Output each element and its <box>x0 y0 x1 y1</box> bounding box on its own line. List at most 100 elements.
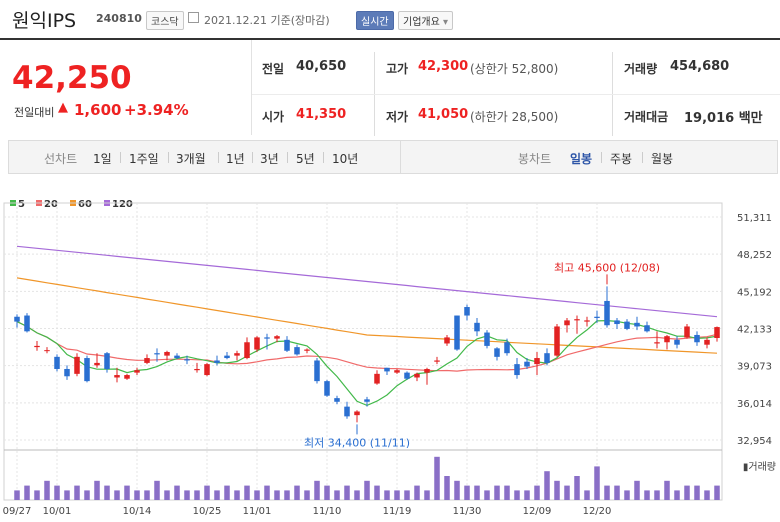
period-1w[interactable]: 1주일 <box>129 152 159 166</box>
volume-bar <box>164 490 170 500</box>
candle-body <box>274 336 280 339</box>
period-3y[interactable]: 3년 <box>260 152 279 166</box>
volume-bar <box>194 490 200 500</box>
candle-body <box>204 364 210 376</box>
candle-body <box>214 360 220 363</box>
high-label: 고가 <box>386 62 409 76</box>
candle-body <box>144 358 150 363</box>
volume-bar <box>514 490 520 500</box>
period-10y[interactable]: 10년 <box>332 152 359 166</box>
candle-body <box>654 342 660 344</box>
candle-body <box>404 372 410 379</box>
candle-body <box>364 399 370 402</box>
candle-body <box>554 326 560 356</box>
candle-body <box>474 322 480 332</box>
period-1d[interactable]: 1일 <box>93 152 112 166</box>
volume-bar <box>594 466 600 500</box>
candle-body <box>264 337 270 339</box>
line-chart-label: 선차트 <box>44 152 78 166</box>
y-tick-label: 39,073 <box>737 362 772 373</box>
low-label: 저가 <box>386 110 409 124</box>
candle-body <box>134 370 140 373</box>
candle-body <box>174 355 180 359</box>
candle-body <box>714 327 720 339</box>
x-tick-label: 12/09 <box>523 506 552 517</box>
candle-body <box>114 375 120 378</box>
volume-bar <box>184 490 190 500</box>
volume-bar <box>464 485 470 500</box>
volume-axis-label: ▮거래량 <box>743 461 776 473</box>
up-arrow-icon: ▲ <box>58 100 68 115</box>
period-5y[interactable]: 5년 <box>296 152 315 166</box>
period-1y[interactable]: 1년 <box>226 152 245 166</box>
realtime-button[interactable]: 실시간 <box>356 11 394 30</box>
open-value: 41,350 <box>296 107 347 122</box>
amount-value: 19,016 백만 <box>684 111 763 126</box>
legend-label: 5 <box>18 199 25 210</box>
candle-body <box>574 319 580 321</box>
ma20-line <box>16 321 718 372</box>
candle-body <box>334 398 340 402</box>
candle-body <box>54 356 60 369</box>
period-bar <box>8 140 778 174</box>
candle-body <box>604 300 610 326</box>
candle-weekly[interactable]: 주봉 <box>610 152 633 166</box>
candle-body <box>24 315 30 332</box>
volume-bar <box>694 485 700 500</box>
candle-monthly[interactable]: 월봉 <box>651 152 674 166</box>
volume-bar <box>284 490 290 500</box>
chevron-down-icon: ▾ <box>443 17 449 28</box>
volume-bar <box>114 490 120 500</box>
volume-bar <box>364 480 370 500</box>
volume-value: 454,680 <box>670 59 730 74</box>
candle-body <box>454 315 460 350</box>
volume-bar <box>264 485 270 500</box>
candle-body <box>424 368 430 373</box>
volume-bar <box>54 485 60 500</box>
candle-body <box>594 316 600 318</box>
candle-body <box>464 307 470 316</box>
volume-bar <box>684 485 690 500</box>
candle-body <box>584 320 590 322</box>
candle-body <box>84 358 90 382</box>
candle-body <box>414 373 420 378</box>
separator <box>323 152 324 163</box>
current-price: 42,250 <box>12 60 132 96</box>
volume-bar <box>74 485 80 500</box>
volume-bar <box>664 480 670 500</box>
y-tick-label: 42,133 <box>737 325 772 336</box>
separator <box>168 152 169 163</box>
separator <box>601 152 602 163</box>
period-3m[interactable]: 3개월 <box>176 152 206 166</box>
volume-bar <box>354 490 360 500</box>
volume-bar <box>394 490 400 500</box>
candle-body <box>44 350 50 352</box>
candle-body <box>64 368 70 377</box>
volume-bar <box>144 490 150 500</box>
volume-bar <box>154 480 160 500</box>
company-info-button[interactable]: 기업개요 ▾ <box>398 11 454 30</box>
stock-header <box>0 0 780 40</box>
volume-bar <box>324 485 330 500</box>
volume-bar <box>484 490 490 500</box>
volume-bar <box>454 480 460 500</box>
volume-bar <box>124 485 130 500</box>
x-tick-label: 09/27 <box>3 506 32 517</box>
volume-bar <box>494 485 500 500</box>
candle-daily[interactable]: 일봉 <box>570 152 593 166</box>
candle-body <box>544 353 550 363</box>
separator <box>120 152 121 163</box>
candle-body <box>494 348 500 357</box>
volume-bar <box>504 485 510 500</box>
candle-body <box>154 353 160 355</box>
x-tick-label: 10/25 <box>193 506 222 517</box>
candle-body <box>314 360 320 382</box>
candlestick-chart[interactable]: 51,311 48,252 45,192 42,133 39,073 36,014 32,9… <box>0 195 780 522</box>
candle-body <box>664 336 670 343</box>
ma60-line <box>16 277 718 354</box>
separator <box>642 152 643 163</box>
candle-body <box>244 342 250 359</box>
volume-bar <box>414 485 420 500</box>
stock-name: 원익IPS <box>12 10 77 32</box>
volume-bar <box>614 485 620 500</box>
